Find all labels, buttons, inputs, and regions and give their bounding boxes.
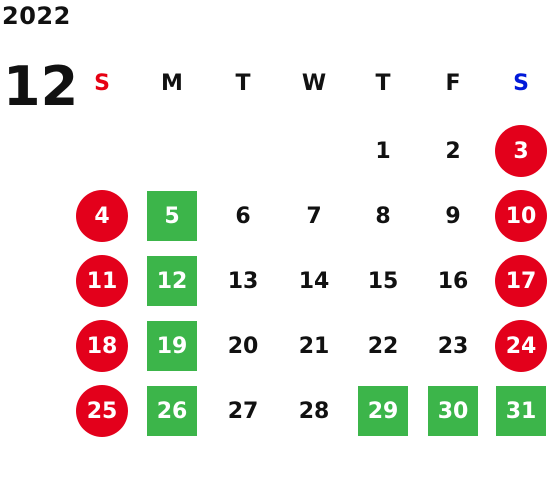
day-cell-16[interactable]: 16 xyxy=(437,268,469,294)
day-cell-21[interactable]: 21 xyxy=(298,333,330,359)
weekday-header-thu: T xyxy=(375,70,391,96)
day-cell-4[interactable]: 4 xyxy=(76,190,128,242)
calendar-month: 12 xyxy=(3,55,79,118)
day-cell-23[interactable]: 23 xyxy=(437,333,469,359)
weekday-header-wed: W xyxy=(301,70,327,96)
day-cell-26[interactable]: 26 xyxy=(147,386,197,436)
day-cell-27[interactable]: 27 xyxy=(227,398,259,424)
day-cell-19[interactable]: 19 xyxy=(147,321,197,371)
day-cell-7[interactable]: 7 xyxy=(306,203,322,229)
weekday-header-sun: S xyxy=(94,70,110,96)
day-cell-24[interactable]: 24 xyxy=(495,320,547,372)
day-cell-1[interactable]: 1 xyxy=(375,138,391,164)
calendar-year: 2022 xyxy=(2,2,71,30)
day-cell-12[interactable]: 12 xyxy=(147,256,197,306)
day-cell-31[interactable]: 31 xyxy=(496,386,546,436)
day-cell-11[interactable]: 11 xyxy=(76,255,128,307)
day-cell-28[interactable]: 28 xyxy=(298,398,330,424)
weekday-header-fri: F xyxy=(445,70,461,96)
weekday-header-mon: M xyxy=(161,70,183,96)
day-cell-6[interactable]: 6 xyxy=(235,203,251,229)
day-cell-13[interactable]: 13 xyxy=(227,268,259,294)
day-cell-20[interactable]: 20 xyxy=(227,333,259,359)
day-cell-15[interactable]: 15 xyxy=(367,268,399,294)
day-cell-18[interactable]: 18 xyxy=(76,320,128,372)
day-cell-2[interactable]: 2 xyxy=(445,138,461,164)
day-cell-10[interactable]: 10 xyxy=(495,190,547,242)
day-cell-17[interactable]: 17 xyxy=(495,255,547,307)
day-cell-8[interactable]: 8 xyxy=(375,203,391,229)
day-cell-29[interactable]: 29 xyxy=(358,386,408,436)
weekday-header-sat: S xyxy=(513,70,529,96)
day-cell-14[interactable]: 14 xyxy=(298,268,330,294)
day-cell-9[interactable]: 9 xyxy=(445,203,461,229)
day-cell-22[interactable]: 22 xyxy=(367,333,399,359)
day-cell-3[interactable]: 3 xyxy=(495,125,547,177)
day-cell-30[interactable]: 30 xyxy=(428,386,478,436)
day-cell-25[interactable]: 25 xyxy=(76,385,128,437)
weekday-header-tue: T xyxy=(235,70,251,96)
day-cell-5[interactable]: 5 xyxy=(147,191,197,241)
